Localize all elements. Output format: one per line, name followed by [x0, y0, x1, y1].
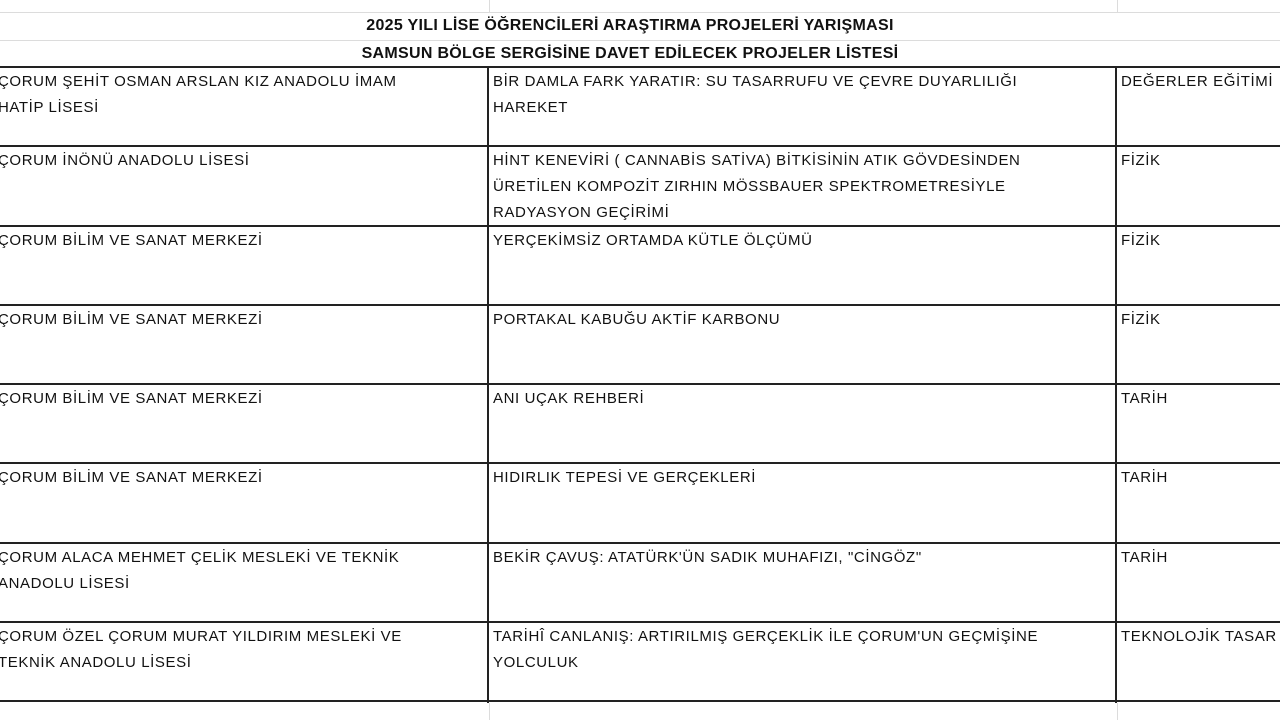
- table-row: ÇORUM İNÖNÜ ANADOLU LİSESİ HİNT KENEVİRİ …: [0, 145, 1280, 228]
- grid-line: [1117, 0, 1118, 12]
- cell-text: DEĞERLER EĞİTİMİ: [1121, 73, 1274, 90]
- table-cell: ÇORUM BİLİM VE SANAT MERKEZİ: [0, 227, 485, 307]
- cell-text: RADYASYON GEÇİRİMİ: [493, 204, 670, 222]
- table-cell: ÇORUM BİLİM VE SANAT MERKEZİ: [0, 306, 485, 386]
- cell-text: HIDIRLIK TEPESİ VE GERÇEKLERİ: [493, 469, 757, 487]
- cell-text: ÇORUM BİLİM VE SANAT MERKEZİ: [0, 310, 263, 328]
- grid-line: [489, 703, 490, 720]
- cell-text: TEKNİK ANADOLU LİSESİ: [0, 653, 192, 671]
- table-cell: PORTAKAL KABUĞU AKTİF KARBONU: [487, 305, 1119, 386]
- table-cell: BEKİR ÇAVUŞ: ATATÜRK'ÜN SADIK MUHAFIZI, …: [487, 543, 1119, 624]
- table-cell: TARİHÎ CANLANIŞ: ARTIRILMIŞ GERÇEKLİK İL…: [487, 622, 1119, 703]
- table-row: ÇORUM BİLİM VE SANAT MERKEZİ YERÇEKİMSİZ …: [0, 224, 1280, 307]
- cell-text: TARİHÎ CANLANIŞ: ARTIRILMIŞ GERÇEKLİK İL…: [493, 627, 1039, 645]
- cell-text: YERÇEKİMSİZ ORTAMDA KÜTLE ÖLÇÜMÜ: [493, 231, 813, 249]
- table-cell: TEKNOLOJİK TASAR: [1115, 622, 1280, 703]
- subtitle: SAMSUN BÖLGE SERGİSİNE DAVET EDİLECEK PR…: [361, 45, 899, 62]
- cell-text: TARİH: [1121, 469, 1168, 487]
- cell-text: ÇORUM ÖZEL ÇORUM MURAT YILDIRIM MESLEKİ …: [0, 627, 402, 645]
- cell-text: TARİH: [1121, 548, 1168, 566]
- table-border: [0, 700, 1280, 702]
- table-row: ÇORUM BİLİM VE SANAT MERKEZİ HIDIRLIK TEP…: [0, 462, 1280, 545]
- table-cell: TARİH: [1115, 543, 1280, 624]
- table-row: ÇORUM ŞEHİT OSMAN ARSLAN KIZ ANADOLU İMA…: [0, 66, 1280, 148]
- cell-text: HAREKET: [493, 99, 569, 116]
- table-cell: FİZİK: [1115, 226, 1280, 307]
- cell-text: TARİH: [1121, 390, 1168, 407]
- cell-text: ÇORUM BİLİM VE SANAT MERKEZİ: [0, 390, 263, 407]
- table-cell: ÇORUM ALACA MEHMET ÇELİK MESLEKİ VE TEKN…: [0, 544, 485, 624]
- cell-text: BEKİR ÇAVUŞ: ATATÜRK'ÜN SADIK MUHAFIZI, …: [493, 548, 922, 566]
- table-cell: ÇORUM BİLİM VE SANAT MERKEZİ: [0, 464, 485, 544]
- grid-line: [0, 12, 1280, 13]
- table-cell: ÇORUM BİLİM VE SANAT MERKEZİ: [0, 385, 485, 465]
- cell-text: FİZİK: [1121, 310, 1161, 328]
- cell-text: PORTAKAL KABUĞU AKTİF KARBONU: [493, 310, 781, 328]
- table-cell: ÇORUM İNÖNÜ ANADOLU LİSESİ: [0, 147, 485, 227]
- table-cell: FİZİK: [1115, 305, 1280, 386]
- table-row: ÇORUM BİLİM VE SANAT MERKEZİ PORTAKAL KAB…: [0, 303, 1280, 386]
- cell-text: ÇORUM BİLİM VE SANAT MERKEZİ: [0, 231, 263, 249]
- table-row: ÇORUM ÖZEL ÇORUM MURAT YILDIRIM MESLEKİ …: [0, 620, 1280, 703]
- cell-text: FİZİK: [1121, 231, 1161, 249]
- table-cell: YERÇEKİMSİZ ORTAMDA KÜTLE ÖLÇÜMÜ: [487, 226, 1119, 307]
- cell-text: ÜRETİLEN KOMPOZİT ZIRHIN MÖSSBAUER SPEKT…: [493, 178, 1006, 196]
- table-cell: BİR DAMLA FARK YARATIR: SU TASARRUFU VE …: [487, 68, 1119, 148]
- cell-text: FİZİK: [1121, 152, 1161, 170]
- cell-text: ÇORUM ŞEHİT OSMAN ARSLAN KIZ ANADOLU İMA…: [0, 73, 397, 90]
- table-row: ÇORUM ALACA MEHMET ÇELİK MESLEKİ VE TEKN…: [0, 541, 1280, 624]
- cell-text: HATİP LİSESİ: [0, 99, 99, 116]
- cell-text: BİR DAMLA FARK YARATIR: SU TASARRUFU VE …: [493, 73, 1018, 90]
- cell-text: YOLCULUK: [493, 653, 579, 671]
- table-cell: ÇORUM ÖZEL ÇORUM MURAT YILDIRIM MESLEKİ …: [0, 623, 485, 703]
- table-row: ÇORUM BİLİM VE SANAT MERKEZİ ANI UÇAK REH…: [0, 383, 1280, 465]
- cell-text: HİNT KENEVİRİ ( CANNABİS SATİVA) BİTKİSİ…: [493, 152, 1021, 170]
- table-cell: HİNT KENEVİRİ ( CANNABİS SATİVA) BİTKİSİ…: [487, 147, 1119, 228]
- table-cell: ANI UÇAK REHBERİ: [487, 385, 1119, 465]
- table-cell: HIDIRLIK TEPESİ VE GERÇEKLERİ: [487, 464, 1119, 545]
- table-cell: ÇORUM ŞEHİT OSMAN ARSLAN KIZ ANADOLU İMA…: [0, 68, 485, 148]
- grid-line: [489, 0, 490, 12]
- table-cell: TARİH: [1115, 385, 1280, 465]
- table-cell: DEĞERLER EĞİTİMİ: [1115, 68, 1280, 148]
- cell-text: TEKNOLOJİK TASAR: [1121, 627, 1277, 645]
- grid-line: [1117, 703, 1118, 720]
- cell-text: ÇORUM BİLİM VE SANAT MERKEZİ: [0, 469, 263, 487]
- cell-text: ÇORUM ALACA MEHMET ÇELİK MESLEKİ VE TEKN…: [0, 548, 400, 566]
- table-cell: FİZİK: [1115, 147, 1280, 228]
- grid-line: [0, 40, 1280, 41]
- cell-text: ÇORUM İNÖNÜ ANADOLU LİSESİ: [0, 152, 250, 170]
- cell-text: ANADOLU LİSESİ: [0, 574, 130, 592]
- title: 2025 YILI LİSE ÖĞRENCİLERİ ARAŞTIRMA PRO…: [366, 17, 894, 34]
- table-cell: TARİH: [1115, 464, 1280, 545]
- cell-text: ANI UÇAK REHBERİ: [493, 390, 645, 407]
